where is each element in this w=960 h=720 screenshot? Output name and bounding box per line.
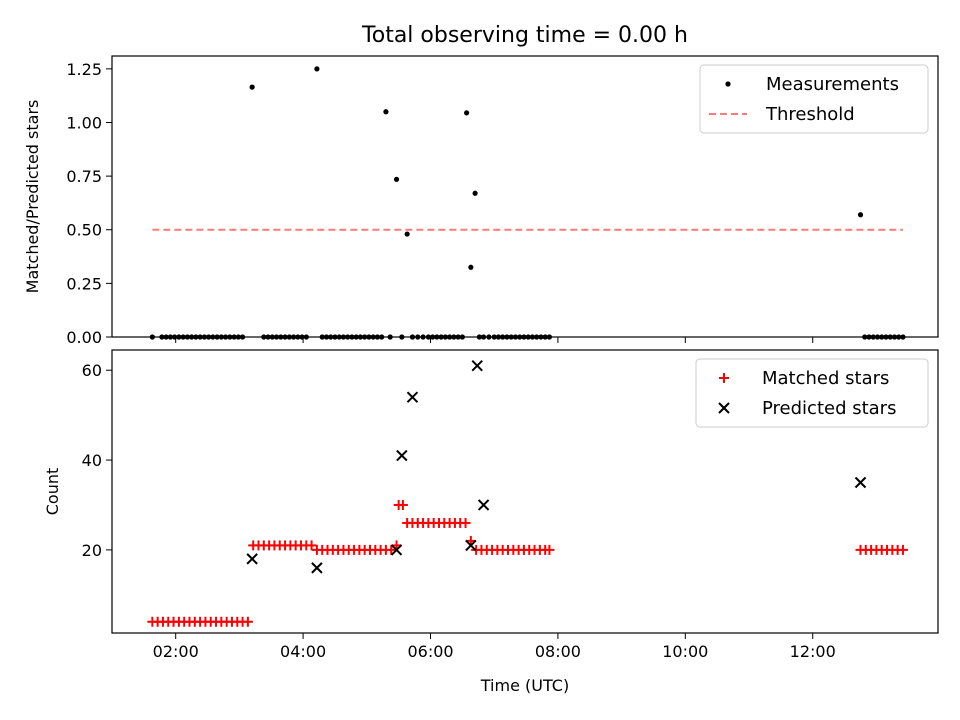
x-b <box>246 553 258 565</box>
legend: Measurements Threshold <box>699 64 929 134</box>
x-b <box>311 562 323 574</box>
data-point <box>857 212 864 218</box>
chart-title: Total observing time = 0.00 h <box>361 23 688 48</box>
x-b <box>406 391 419 403</box>
x-b <box>396 449 408 462</box>
legend-swatch <box>719 373 729 383</box>
x-tick-label: 10:00 <box>662 642 708 661</box>
data-point <box>464 110 470 116</box>
x-b <box>390 544 403 556</box>
x-tick-label: 02:00 <box>153 642 199 661</box>
data-point <box>397 499 408 510</box>
data-point <box>396 449 408 462</box>
y-tick-label: 0.00 <box>66 328 102 347</box>
x-b <box>477 499 490 511</box>
y-tick-label: 0.75 <box>66 167 102 186</box>
axes-frame <box>111 55 939 338</box>
y-tick-label: 40 <box>82 451 102 470</box>
data-point <box>472 190 478 196</box>
data-point <box>386 544 397 555</box>
y-tick-label: 60 <box>82 361 102 380</box>
x-b <box>718 402 730 414</box>
y-tick-label: 0.25 <box>66 274 102 293</box>
x-tick-label: 12:00 <box>790 642 836 661</box>
data-point <box>471 360 483 372</box>
axes-frame <box>111 349 939 634</box>
data-point <box>854 476 867 489</box>
y-axis-label: Count <box>43 468 62 516</box>
data-point <box>468 264 474 270</box>
data-point <box>465 539 477 552</box>
y-tick-label: 1.25 <box>66 60 102 79</box>
data-point <box>404 231 410 237</box>
x-b <box>854 476 867 489</box>
data-point <box>897 544 908 555</box>
data-point <box>390 544 403 556</box>
legend-frame <box>695 358 929 428</box>
bottom-panel: 02:00 04:00 06:00 08:00 10:00 12:00 20 40 60 Coun… <box>43 349 939 695</box>
legend-swatch <box>718 402 730 414</box>
data-point <box>383 109 389 115</box>
y-tick-label: 0.50 <box>66 221 102 240</box>
data-point <box>311 562 323 574</box>
x-tick-label: 08:00 <box>535 642 581 661</box>
legend-label: Measurements <box>766 74 899 95</box>
data-point <box>393 176 400 182</box>
x-b <box>471 360 483 372</box>
x-tick-label: 06:00 <box>407 642 453 661</box>
legend-label: Matched stars <box>762 368 889 389</box>
x-tick-label: 04:00 <box>280 642 326 661</box>
series-1 <box>246 360 867 574</box>
series-0 <box>147 499 908 627</box>
top-panel: 0.00 0.25 0.50 0.75 1.00 1.25 Matched/Predicte… <box>23 23 939 347</box>
data-point <box>314 66 320 72</box>
legend-label: Threshold <box>765 104 855 125</box>
data-point <box>544 544 555 555</box>
legend-label: Predicted stars <box>762 398 896 419</box>
legend-swatch <box>725 81 731 87</box>
data-point <box>306 540 317 551</box>
x-axis-label: Time (UTC) <box>480 676 569 695</box>
legend-frame <box>699 64 929 134</box>
data-point <box>242 616 253 627</box>
data-point <box>406 391 419 403</box>
data-point <box>249 84 255 90</box>
x-b <box>465 539 477 552</box>
data-point <box>477 499 490 511</box>
legend: Matched stars Predicted stars <box>695 358 929 428</box>
data-point <box>246 553 258 565</box>
y-tick-label: 20 <box>82 541 102 560</box>
y-axis-label: Matched/Predicted stars <box>23 100 42 294</box>
data-point <box>460 517 471 528</box>
y-tick-label: 1.00 <box>66 113 102 132</box>
